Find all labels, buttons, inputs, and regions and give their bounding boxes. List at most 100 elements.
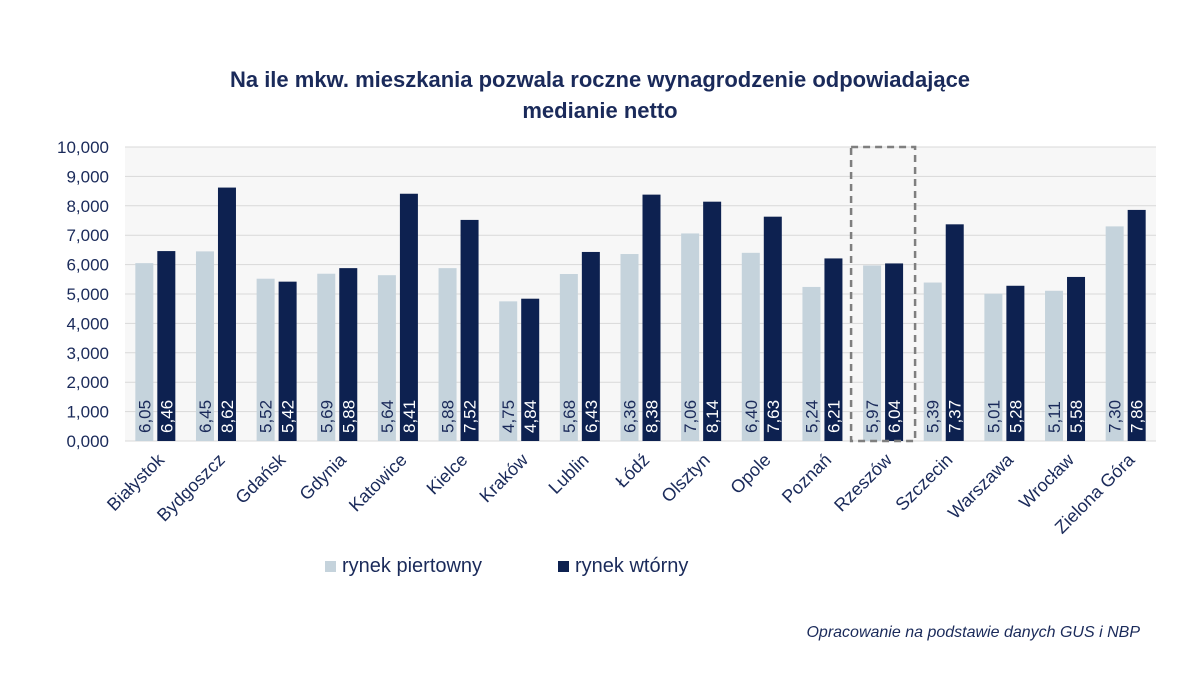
y-tick-label: 8,000: [66, 197, 109, 216]
data-label: 5,88: [339, 400, 358, 433]
data-label: 7,86: [1128, 400, 1147, 433]
bar: [824, 258, 843, 441]
bar: [256, 278, 275, 441]
bar: [741, 252, 760, 441]
data-label: 5,64: [378, 400, 397, 433]
bar: [581, 251, 600, 441]
data-label: 5,88: [439, 400, 458, 433]
x-tick-label: Poznań: [778, 450, 835, 507]
y-tick-label: 9,000: [66, 167, 109, 186]
bar: [157, 251, 176, 441]
bar: [460, 219, 479, 441]
bar: [863, 265, 882, 441]
data-label: 7,30: [1106, 400, 1125, 433]
data-label: 6,36: [621, 400, 640, 433]
bar: [1006, 285, 1025, 441]
y-tick-label: 3,000: [66, 344, 109, 363]
bar: [1127, 209, 1146, 441]
y-tick-label: 10,000: [57, 138, 109, 157]
bar: [763, 216, 782, 441]
legend-label: rynek piertowny: [342, 555, 482, 577]
legend-swatch: [325, 561, 336, 572]
bar: [642, 194, 661, 441]
data-label: 7,52: [461, 400, 480, 433]
bar: [521, 298, 540, 441]
x-tick-label: Gdynia: [296, 449, 351, 504]
data-label: 5,01: [984, 400, 1003, 433]
bar: [802, 286, 821, 441]
data-label: 5,69: [317, 400, 336, 433]
data-label: 7,37: [946, 400, 965, 433]
bar: [681, 233, 700, 441]
bar: [923, 282, 942, 441]
bar: [317, 273, 336, 441]
data-label: 7,06: [681, 400, 700, 433]
data-label: 5,58: [1067, 400, 1086, 433]
y-tick-label: 1,000: [66, 403, 109, 422]
bar: [620, 254, 639, 441]
chart-title: Na ile mkw. mieszkania pozwala roczne wy…: [0, 64, 1200, 126]
bar: [195, 251, 214, 441]
y-tick-label: 6,000: [66, 256, 109, 275]
data-label: 6,05: [135, 400, 154, 433]
x-tick-label: Rzeszów: [830, 449, 896, 515]
data-label: 5,52: [257, 400, 276, 433]
legend-label: rynek wtórny: [575, 555, 688, 577]
y-tick-label: 4,000: [66, 314, 109, 333]
x-tick-label: Warszawa: [944, 449, 1018, 523]
x-tick-label: Łódź: [612, 450, 654, 492]
x-tick-label: Katowice: [345, 450, 411, 516]
data-label: 7,63: [764, 400, 783, 433]
data-label: 6,40: [742, 400, 761, 433]
source-note: Opracowanie na podstawie danych GUS i NB…: [806, 624, 1140, 641]
bar: [377, 275, 396, 441]
x-tick-label: Kielce: [423, 450, 472, 499]
data-label: 4,84: [521, 400, 540, 433]
data-label: 5,11: [1045, 401, 1064, 433]
data-label: 6,46: [157, 400, 176, 433]
y-tick-label: 5,000: [66, 285, 109, 304]
data-label: 5,28: [1006, 400, 1025, 433]
x-tick-label: Lublin: [545, 450, 593, 498]
data-label: 6,04: [885, 400, 904, 433]
bar: [438, 268, 457, 441]
data-label: 4,75: [499, 400, 518, 433]
data-label: 8,14: [703, 400, 722, 433]
bar: [217, 187, 236, 441]
bar: [1067, 276, 1086, 441]
data-label: 8,62: [218, 400, 237, 433]
data-label: 8,38: [643, 400, 662, 433]
bar: [135, 263, 154, 441]
data-label: 5,68: [560, 400, 579, 433]
bar: [499, 301, 518, 441]
bar: [945, 224, 964, 441]
data-label: 6,45: [196, 400, 215, 433]
chart-title-line-1: Na ile mkw. mieszkania pozwala roczne wy…: [229, 67, 971, 92]
data-label: 5,24: [802, 400, 821, 433]
data-label: 6,43: [582, 400, 601, 433]
chart-title-line-2: medianie netto: [522, 98, 678, 123]
bar: [339, 268, 358, 441]
x-tick-label: Olsztyn: [657, 450, 714, 507]
x-tick-label: Gdańsk: [231, 449, 290, 508]
bar: [399, 193, 418, 441]
x-tick-label: Opole: [727, 450, 775, 498]
bar: [278, 281, 297, 441]
data-label: 5,97: [863, 400, 882, 433]
y-tick-label: 0,000: [66, 432, 109, 451]
data-label: 6,21: [824, 400, 843, 433]
y-tick-label: 2,000: [66, 373, 109, 392]
bar: [1045, 290, 1064, 441]
bar: [1105, 226, 1124, 441]
data-label: 5,42: [279, 400, 298, 433]
y-tick-label: 7,000: [66, 226, 109, 245]
legend-swatch: [558, 561, 569, 572]
bar: [559, 274, 578, 441]
x-tick-label: Wrocław: [1015, 449, 1078, 512]
data-label: 5,39: [924, 400, 943, 433]
highlight-box: [849, 145, 917, 443]
bar: [703, 201, 722, 441]
bar: [885, 263, 904, 441]
data-label: 8,41: [400, 400, 419, 433]
